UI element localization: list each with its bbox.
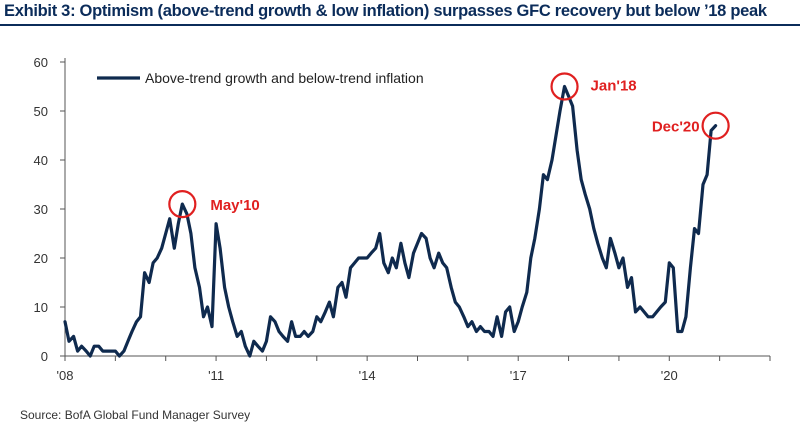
legend-label: Above-trend growth and below-trend infla… [145,70,424,86]
y-tick-label: 40 [34,153,48,168]
y-tick-label: 20 [34,251,48,266]
annotation-circle [550,72,579,101]
x-tick-label: '14 [359,368,376,383]
annotation-label: Dec'20 [652,119,700,136]
annotation-label: May'10 [210,197,259,214]
series-line [63,84,718,358]
x-tick-label: '11 [208,368,224,383]
y-tick-label: 0 [41,349,48,364]
annotation-label: Jan'18 [591,78,637,95]
x-tick-label: '08 [57,368,74,383]
annotations-layer: May'10 Jan'18 Dec'20 [168,72,730,219]
title-rule [0,24,800,26]
y-tick-label: 50 [34,104,48,119]
annotation-circle [168,190,197,219]
y-tick-label: 60 [34,55,48,70]
x-tick-label: '20 [661,368,678,383]
series-layer [63,84,718,358]
legend: Above-trend growth and below-trend infla… [97,70,424,86]
y-tick-label: 10 [34,300,48,315]
annotation-circle [701,111,730,140]
x-axis: '08 '11 '14 '17 '20 [57,355,771,383]
page-title: Exhibit 3: Optimism (above-trend growth … [4,2,767,20]
y-tick-label: 30 [34,202,48,217]
source-note: Source: BofA Global Fund Manager Survey [20,408,251,422]
y-axis: 0 10 20 30 40 50 60 [34,55,66,364]
x-tick-label: '17 [510,368,527,383]
